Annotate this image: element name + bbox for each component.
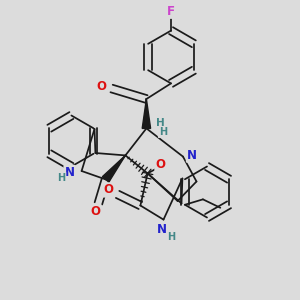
Text: N: N bbox=[187, 148, 197, 162]
Text: H: H bbox=[155, 118, 164, 128]
Text: O: O bbox=[90, 205, 100, 218]
Text: H: H bbox=[57, 172, 65, 183]
Polygon shape bbox=[102, 155, 125, 182]
Text: N: N bbox=[64, 166, 75, 179]
Polygon shape bbox=[142, 99, 151, 128]
Text: H: H bbox=[167, 232, 175, 242]
Text: N: N bbox=[157, 223, 167, 236]
Text: O: O bbox=[96, 80, 106, 94]
Text: O: O bbox=[155, 158, 166, 172]
Text: O: O bbox=[103, 183, 113, 196]
Text: H: H bbox=[159, 127, 167, 137]
Text: F: F bbox=[167, 4, 175, 18]
